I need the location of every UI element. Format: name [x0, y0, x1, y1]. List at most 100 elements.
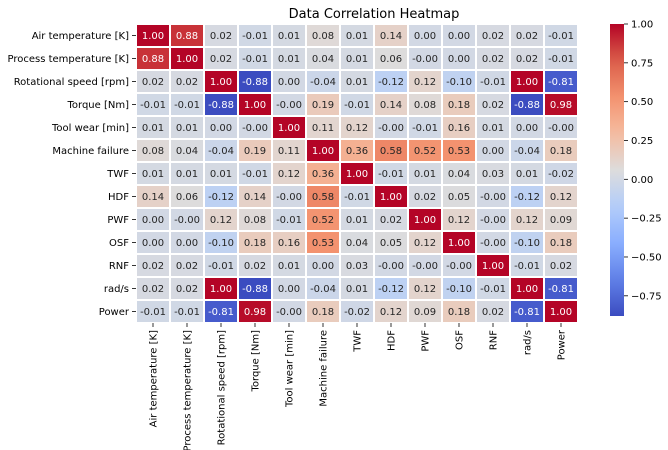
cell-value-label: -0.01: [548, 54, 574, 65]
cell-value-label: 0.98: [244, 307, 266, 318]
cell-value-label: 1.00: [550, 307, 572, 318]
cell-value-label: 0.98: [550, 100, 572, 111]
cell-value-label: 0.19: [244, 146, 266, 157]
cell-value-label: 0.12: [278, 169, 300, 180]
cell-value-label: 0.00: [142, 215, 164, 226]
y-tick-label: RNF: [109, 261, 129, 272]
cell-value-label: 1.00: [516, 77, 538, 88]
cell-value-label: 0.08: [142, 146, 164, 157]
cell-value-label: 0.01: [176, 123, 198, 134]
cell-value-label: -0.81: [548, 284, 574, 295]
cell-value-label: 0.01: [278, 54, 300, 65]
x-tick-label: Air temperature [K]: [149, 330, 160, 427]
cell-value-label: -0.01: [242, 169, 268, 180]
cell-value-label: 0.12: [550, 192, 572, 203]
cell-value-label: 0.01: [346, 284, 368, 295]
cell-value-label: -0.00: [242, 123, 268, 134]
y-tick-label: PWF: [107, 215, 129, 226]
cell-value-label: -0.04: [310, 77, 336, 88]
cell-value-label: 0.02: [380, 215, 402, 226]
cell-value-label: 1.00: [210, 284, 232, 295]
x-tick-label: HDF: [387, 330, 398, 351]
x-tick-label: Power: [557, 329, 568, 360]
cell-value-label: -0.01: [140, 307, 166, 318]
cell-value-label: 0.52: [312, 215, 334, 226]
cell-value-label: 0.00: [448, 54, 470, 65]
y-tick-label: Machine failure: [52, 146, 129, 157]
cell-value-label: 0.53: [448, 146, 470, 157]
cell-value-label: 0.12: [380, 307, 402, 318]
cell-value-label: 0.16: [448, 123, 470, 134]
cell-value-label: 0.01: [278, 31, 300, 42]
cell-value-label: 0.14: [380, 31, 402, 42]
cell-value-label: -0.01: [140, 100, 166, 111]
x-tick-label: Tool wear [min]: [285, 330, 296, 408]
cell-value-label: 0.02: [516, 54, 538, 65]
cell-value-label: 0.12: [210, 215, 232, 226]
cell-value-label: 0.12: [346, 123, 368, 134]
cell-value-label: 0.00: [142, 238, 164, 249]
colorbar-tick-label: 0.25: [631, 136, 653, 147]
cell-value-label: -0.01: [344, 192, 370, 203]
cell-value-label: -0.00: [412, 54, 438, 65]
cell-value-label: -0.01: [242, 54, 268, 65]
cell-value-label: 0.00: [176, 238, 198, 249]
x-axis-labels: Air temperature [K] Process temperature […: [149, 323, 568, 450]
cell-value-label: 0.00: [278, 284, 300, 295]
cell-value-label: -0.01: [548, 31, 574, 42]
x-tick-label: Machine failure: [319, 330, 330, 407]
y-axis-labels: Air temperature [K] Process temperature […: [7, 31, 136, 318]
cell-value-label: 1.00: [346, 169, 368, 180]
cell-value-label: 0.02: [244, 261, 266, 272]
y-tick-label: Air temperature [K]: [32, 31, 129, 42]
cell-value-label: -0.12: [378, 77, 404, 88]
cell-value-label: -0.00: [412, 261, 438, 272]
cell-value-label: -0.12: [514, 192, 540, 203]
colorbar-tick-label: −0.75: [631, 291, 662, 302]
colorbar-tick-label: −0.25: [631, 214, 662, 225]
x-tick-label: Process temperature [K]: [183, 330, 194, 450]
cell-value-label: 0.02: [482, 307, 504, 318]
cell-value-label: 1.00: [244, 100, 266, 111]
cell-value-label: 0.18: [448, 307, 470, 318]
cell-value-label: 0.02: [210, 31, 232, 42]
cell-value-label: 0.00: [414, 31, 436, 42]
cell-value-label: -0.12: [378, 284, 404, 295]
x-tick-label: Rotational speed [rpm]: [217, 330, 228, 445]
cell-value-label: 0.12: [448, 215, 470, 226]
cell-value-label: 0.03: [346, 261, 368, 272]
cell-value-label: 0.02: [176, 77, 198, 88]
cell-value-label: 1.00: [414, 215, 436, 226]
cell-value-label: 1.00: [448, 238, 470, 249]
cell-value-label: 0.02: [142, 261, 164, 272]
cell-value-label: 0.36: [312, 169, 334, 180]
cell-value-label: 1.00: [516, 284, 538, 295]
cell-value-label: 0.01: [142, 169, 164, 180]
chart-title: Data Correlation Heatmap: [289, 7, 460, 22]
cell-value-label: -0.00: [378, 261, 404, 272]
cell-value-label: 0.12: [414, 284, 436, 295]
cell-value-label: 0.08: [244, 215, 266, 226]
cell-value-label: 0.01: [278, 261, 300, 272]
cell-value-label: -0.10: [446, 284, 472, 295]
cell-value-label: -0.01: [242, 31, 268, 42]
y-tick-label: Torque [Nm]: [66, 100, 129, 111]
cell-value-label: 0.19: [312, 100, 334, 111]
cell-value-label: 1.00: [142, 31, 164, 42]
y-tick-label: Rotational speed [rpm]: [14, 77, 129, 88]
cell-value-label: 1.00: [278, 123, 300, 134]
cell-value-label: -0.88: [514, 100, 540, 111]
x-tick-label: RNF: [489, 330, 500, 350]
cell-value-label: 0.01: [346, 77, 368, 88]
cell-value-label: -0.01: [276, 215, 302, 226]
cell-value-label: -0.00: [480, 238, 506, 249]
cell-value-label: -0.02: [344, 307, 370, 318]
y-tick-label: rad/s: [104, 284, 129, 295]
cell-value-label: -0.01: [480, 77, 506, 88]
cell-value-label: 0.06: [380, 54, 402, 65]
cell-value-label: 0.18: [244, 238, 266, 249]
y-tick-label: OSF: [109, 238, 129, 249]
cell-value-label: 0.88: [176, 31, 198, 42]
cell-value-label: 0.11: [312, 123, 334, 134]
